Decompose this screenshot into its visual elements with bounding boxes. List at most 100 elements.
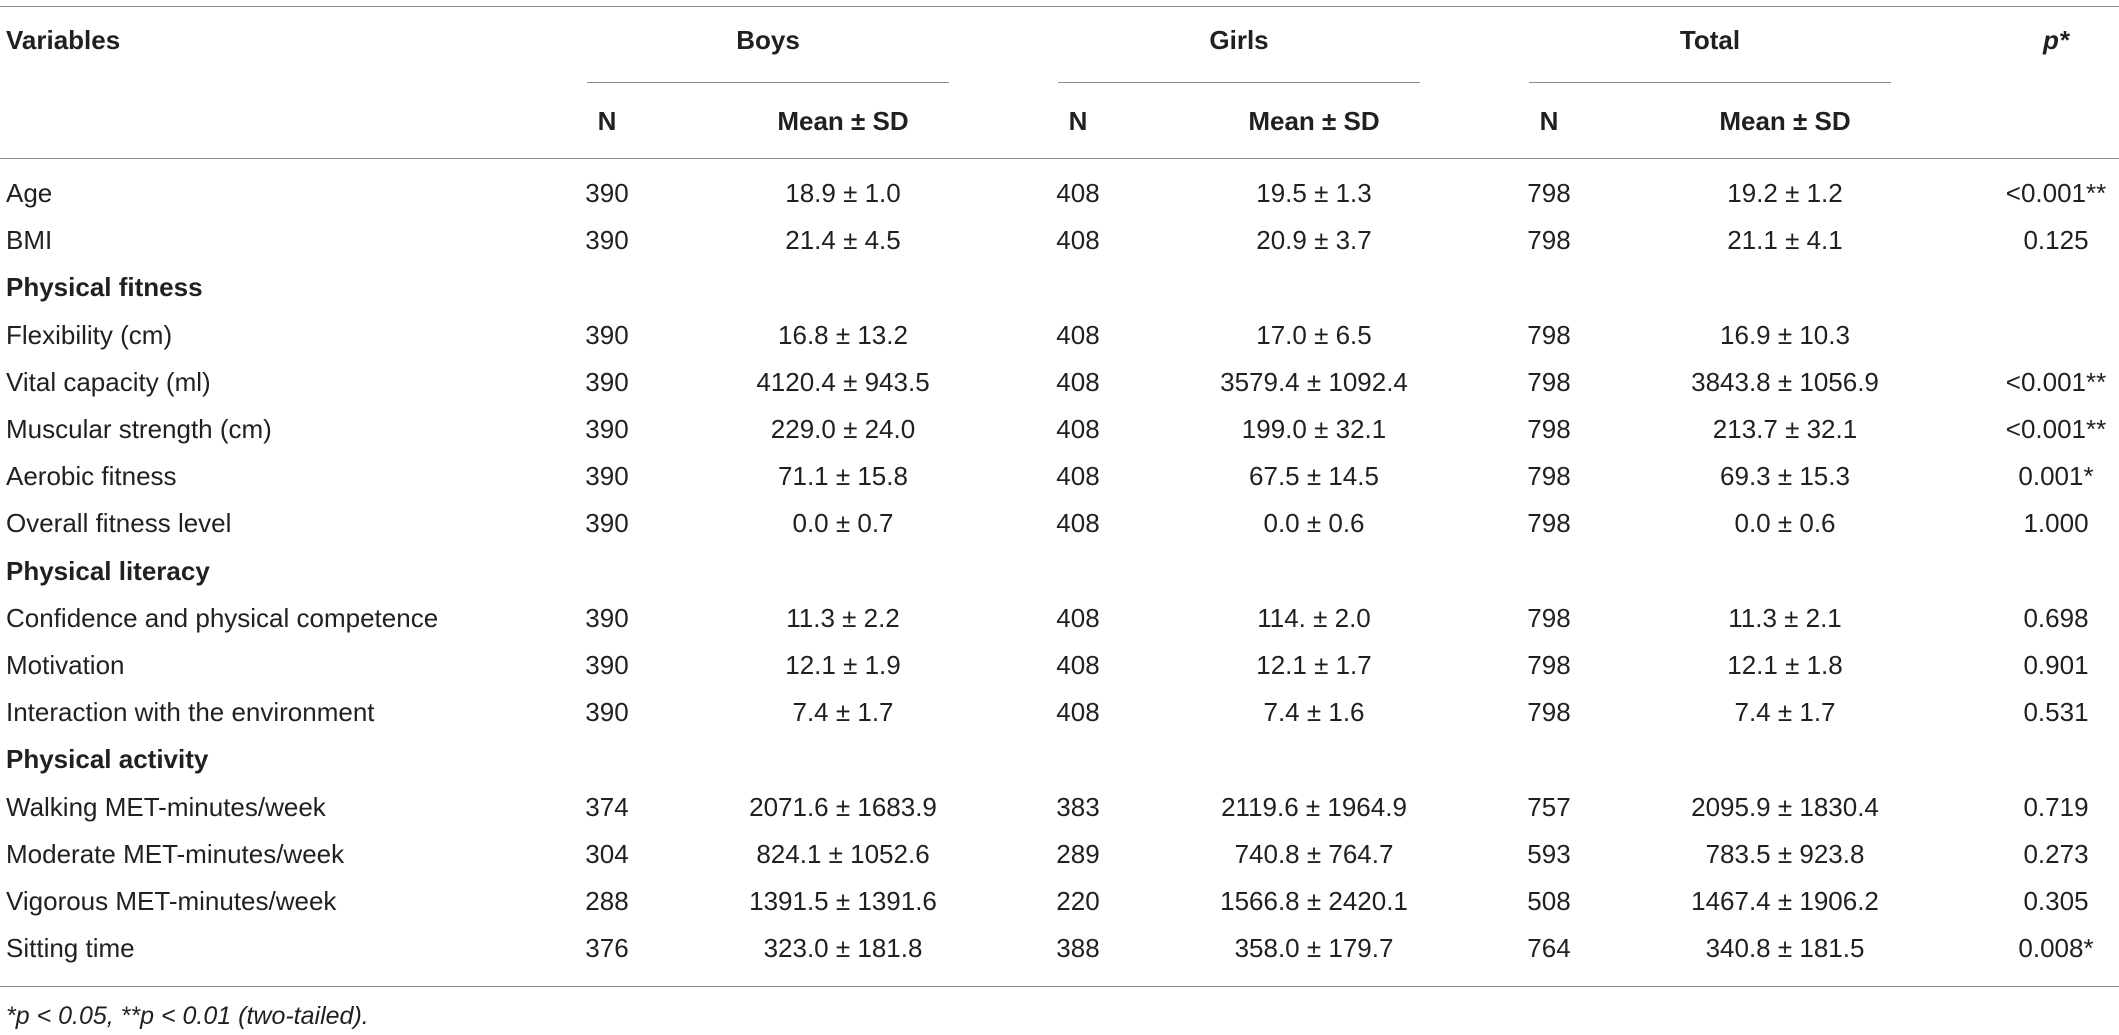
boys-mean-cell: 11.3 ± 2.2	[786, 602, 900, 633]
row-label: Confidence and physical competence	[6, 602, 439, 633]
girls-n-cell: 289	[1056, 838, 1100, 869]
row-label: Moderate MET-minutes/week	[6, 838, 345, 869]
total-n-cell: 798	[1527, 178, 1571, 208]
total-n-cell: 757	[1527, 791, 1571, 822]
girls-n-cell: 408	[1056, 225, 1100, 256]
row-label: Vigorous MET-minutes/week	[6, 886, 337, 916]
total-n-cell: 798	[1527, 225, 1571, 256]
total-mean-cell: 11.3 ± 2.1	[1728, 602, 1842, 633]
boys-n-cell: 390	[585, 650, 629, 680]
p-value-cell: <0.001**	[2005, 366, 2107, 397]
boys-mean-cell: 7.4 ± 1.7	[792, 697, 894, 728]
table-footnote: *p < 0.05, **p < 0.01 (two-tailed).	[6, 1002, 369, 1030]
total-n-cell: 798	[1527, 508, 1571, 539]
girls-n-cell: 408	[1056, 461, 1100, 492]
girls-mean-cell: 17.0 ± 6.5	[1256, 319, 1372, 350]
girls-n-cell: 408	[1056, 650, 1100, 680]
header-total: Total	[1679, 25, 1741, 55]
boys-mean-cell: 4120.4 ± 943.5	[756, 366, 930, 397]
section-label: Physical literacy	[6, 555, 210, 586]
p-value-cell: 0.901	[2023, 650, 2089, 680]
row-label: BMI	[6, 225, 53, 256]
boys-n-cell: 390	[585, 178, 629, 208]
p-value-cell: 1.000	[2023, 508, 2089, 539]
boys-mean-cell: 12.1 ± 1.9	[785, 650, 901, 680]
boys-n-cell: 390	[585, 697, 629, 728]
section-label: Physical fitness	[6, 272, 203, 303]
boys-mean-cell: 18.9 ± 1.0	[785, 178, 901, 208]
p-value-cell: 0.273	[2023, 838, 2089, 869]
girls-mean-cell: 19.5 ± 1.3	[1256, 178, 1372, 208]
subheader-total-n: N	[1539, 106, 1559, 136]
subheader-girls-n: N	[1068, 106, 1088, 136]
boys-mean-cell: 16.8 ± 13.2	[778, 319, 908, 350]
boys-n-cell: 390	[585, 319, 629, 350]
girls-n-cell: 388	[1056, 933, 1100, 964]
row-label: Vital capacity (ml)	[6, 366, 211, 397]
boys-n-cell: 390	[585, 602, 629, 633]
girls-n-cell: 408	[1056, 602, 1100, 633]
total-mean-cell: 19.2 ± 1.2	[1727, 178, 1843, 208]
row-label: Overall fitness level	[6, 508, 232, 539]
header-p-value: p*	[2043, 25, 2069, 55]
total-mean-cell: 21.1 ± 4.1	[1727, 225, 1843, 256]
section-label: Physical activity	[6, 744, 209, 775]
p-value-cell: 0.001*	[2018, 461, 2094, 492]
girls-mean-cell: 67.5 ± 14.5	[1249, 461, 1379, 492]
top-rule	[0, 6, 2119, 7]
header-rule	[0, 158, 2119, 159]
subheader-girls-mean: Mean ± SD	[1248, 106, 1380, 136]
p-value-cell: <0.001**	[2005, 178, 2107, 208]
boys-n-cell: 288	[585, 886, 629, 916]
girls-n-cell: 220	[1056, 886, 1100, 916]
boys-n-cell: 390	[585, 366, 629, 397]
girls-n-cell: 408	[1056, 697, 1100, 728]
total-n-cell: 798	[1527, 414, 1571, 444]
total-mean-cell: 7.4 ± 1.7	[1734, 697, 1836, 728]
boys-n-cell: 376	[585, 933, 629, 964]
girls-mean-cell: 1566.8 ± 2420.1	[1220, 886, 1408, 916]
boys-mean-cell: 1391.5 ± 1391.6	[749, 886, 937, 916]
girls-n-cell: 408	[1056, 319, 1100, 350]
row-label: Motivation	[6, 650, 125, 680]
girls-n-cell: 383	[1056, 791, 1100, 822]
header-variables: Variables	[6, 25, 121, 55]
boys-mean-cell: 824.1 ± 1052.6	[756, 838, 930, 869]
boys-mean-cell: 229.0 ± 24.0	[770, 414, 916, 444]
p-value-cell: 0.008*	[2018, 933, 2094, 964]
girls-mean-cell: 7.4 ± 1.6	[1263, 697, 1365, 728]
subheader-boys-n: N	[597, 106, 617, 136]
total-mean-cell: 3843.8 ± 1056.9	[1691, 366, 1879, 397]
p-value-cell: 0.531	[2023, 697, 2089, 728]
girls-n-cell: 408	[1056, 508, 1100, 539]
girls-mean-cell: 2119.6 ± 1964.9	[1221, 791, 1407, 822]
total-mean-cell: 340.8 ± 181.5	[1705, 933, 1865, 964]
total-mean-cell: 12.1 ± 1.8	[1727, 650, 1843, 680]
p-value-cell: 0.698	[2023, 602, 2089, 633]
total-n-cell: 764	[1527, 933, 1571, 964]
bottom-rule	[0, 986, 2119, 987]
row-label: Walking MET-minutes/week	[6, 791, 326, 822]
boys-mean-cell: 71.1 ± 15.8	[778, 461, 908, 492]
total-n-cell: 593	[1527, 838, 1571, 869]
p-value-cell: 0.719	[2023, 791, 2089, 822]
subheader-boys-mean: Mean ± SD	[777, 106, 909, 136]
total-group-rule	[1529, 82, 1891, 83]
boys-n-cell: 390	[585, 508, 629, 539]
girls-mean-cell: 114. ± 2.0	[1257, 602, 1371, 633]
boys-n-cell: 390	[585, 461, 629, 492]
boys-mean-cell: 0.0 ± 0.7	[792, 508, 894, 539]
total-n-cell: 798	[1527, 650, 1571, 680]
total-mean-cell: 2095.9 ± 1830.4	[1691, 791, 1879, 822]
p-value-cell: 0.125	[2023, 225, 2089, 256]
girls-mean-cell: 740.8 ± 764.7	[1234, 838, 1394, 869]
header-girls: Girls	[1209, 25, 1269, 55]
subheader-total-mean: Mean ± SD	[1719, 106, 1851, 136]
boys-mean-cell: 323.0 ± 181.8	[763, 933, 923, 964]
row-label: Flexibility (cm)	[6, 319, 173, 350]
total-mean-cell: 1467.4 ± 1906.2	[1691, 886, 1879, 916]
girls-mean-cell: 20.9 ± 3.7	[1256, 225, 1372, 256]
girls-n-cell: 408	[1056, 366, 1100, 397]
row-label: Sitting time	[6, 933, 135, 964]
girls-mean-cell: 12.1 ± 1.7	[1256, 650, 1372, 680]
